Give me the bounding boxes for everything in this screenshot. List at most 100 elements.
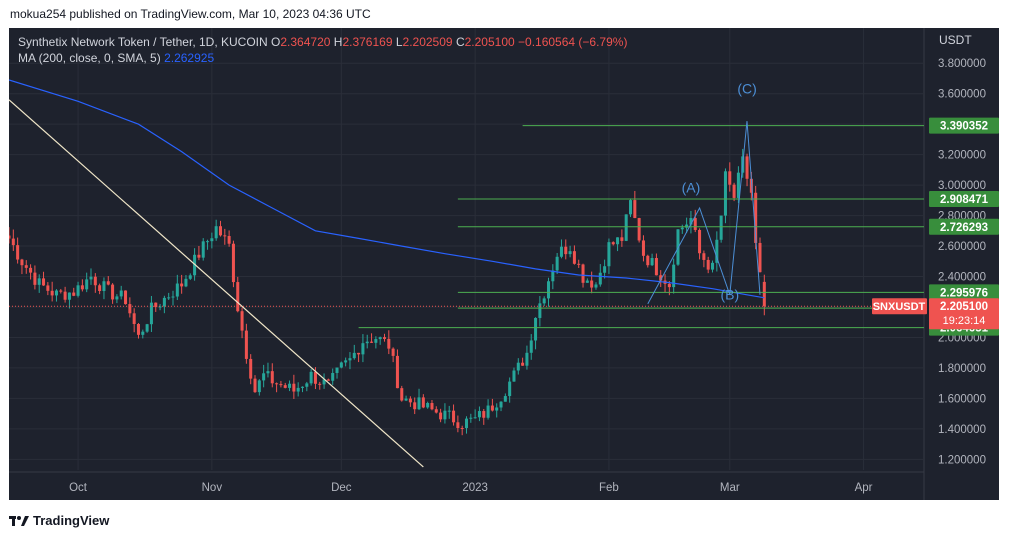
symbol-tag [872, 298, 927, 315]
candle-body [628, 200, 633, 215]
level-price-tag [929, 218, 999, 235]
published-text: mokua254 published on TradingView.com, M… [10, 7, 371, 21]
x-tick-label: Apr [855, 482, 873, 494]
candle-body [758, 242, 762, 273]
candle-body [495, 407, 499, 411]
candle-body [404, 398, 408, 401]
candle-body [33, 272, 37, 285]
elliott-wave-path [647, 121, 761, 305]
candle-body [374, 339, 378, 343]
candle-body [667, 283, 671, 288]
candle-body [180, 283, 184, 287]
candle-body [24, 265, 28, 268]
price-chart[interactable]: 1.2000001.4000001.6000001.8000002.000000… [9, 28, 999, 500]
candle-body [689, 218, 693, 225]
y-tick-label: 2.600000 [938, 241, 986, 253]
candle-body [512, 370, 516, 382]
level-price-tag [929, 284, 999, 301]
trendline [9, 99, 424, 468]
candle-body [555, 256, 559, 271]
candle-body [439, 412, 443, 420]
candle-body [460, 427, 464, 429]
candle-body [339, 362, 343, 368]
wave-label: (B) [720, 286, 739, 302]
candle-body [67, 292, 71, 300]
candle-body [89, 276, 93, 280]
candle-body [184, 278, 188, 287]
symbol-tag-label: SNXUSDT [873, 301, 926, 313]
candle-body [585, 280, 589, 283]
candle-body [348, 358, 352, 361]
candle-body [76, 285, 80, 296]
candle-body [486, 405, 490, 418]
candle-body [538, 303, 542, 318]
candle-body [63, 291, 67, 300]
candle-body [382, 337, 387, 339]
candle-body [413, 402, 417, 410]
x-tick-label: Feb [599, 482, 619, 494]
y-tick-label: 3.000000 [938, 180, 986, 192]
candle-body [9, 235, 11, 239]
level-price-label: 3.390352 [940, 121, 988, 133]
candle-body [322, 379, 326, 385]
candle-body [111, 284, 115, 300]
candle-body [29, 267, 33, 273]
candle-body [270, 371, 274, 384]
candle-body [680, 227, 684, 230]
candle-body [141, 331, 145, 335]
candle-body [723, 171, 727, 216]
candle-body [732, 184, 736, 198]
candle-body [464, 418, 469, 429]
y-tick-label: 3.600000 [938, 89, 986, 101]
candle-body [408, 398, 412, 403]
candle-body [572, 251, 576, 264]
candle-body [499, 401, 503, 408]
candle-body [564, 246, 568, 255]
candle-body [551, 270, 555, 282]
level-price-tag [929, 191, 999, 208]
x-tick-label: Oct [69, 482, 88, 494]
candle-body [128, 304, 132, 314]
candle-body [685, 224, 689, 228]
candle-body [607, 242, 611, 267]
candle-body [279, 384, 283, 386]
candle-body [706, 259, 710, 270]
candle-body [633, 200, 637, 219]
candle-body [331, 372, 335, 381]
candle-body [646, 255, 650, 266]
open-value: 2.364720 [280, 35, 331, 49]
wave-label: (C) [737, 81, 756, 97]
candle-body [659, 275, 663, 281]
candle-body [227, 236, 231, 244]
candle-body [654, 258, 658, 276]
candle-body [37, 278, 41, 285]
current-price-tag [929, 298, 999, 330]
candle-body [503, 396, 507, 402]
candle-body [20, 259, 24, 266]
candle-body [80, 285, 84, 290]
candle-body [473, 417, 477, 419]
low-value: 2.202509 [402, 35, 453, 49]
publish-header: mokua254 published on TradingView.com, M… [0, 0, 1009, 28]
candle-body [456, 422, 460, 428]
ma-label: MA (200, close, 0, SMA, 5) [18, 51, 161, 65]
candle-body [693, 218, 697, 230]
high-value: 2.376169 [342, 35, 393, 49]
candle-body [162, 297, 166, 307]
candle-body [283, 385, 287, 388]
candle-body [132, 313, 136, 324]
candle-body [698, 229, 702, 254]
candle-body [249, 358, 253, 379]
candle-body [641, 240, 645, 256]
candle-body [85, 279, 89, 290]
candle-body [430, 403, 434, 410]
candle-body [650, 258, 654, 266]
candle-body [124, 290, 128, 305]
candle-body [736, 172, 740, 198]
brand-name: TradingView [33, 513, 110, 528]
candle-body [72, 292, 76, 296]
candle-body [611, 242, 615, 245]
y-tick-label: 1.800000 [938, 363, 986, 375]
candle-body [715, 239, 719, 263]
candle-body [16, 245, 20, 260]
